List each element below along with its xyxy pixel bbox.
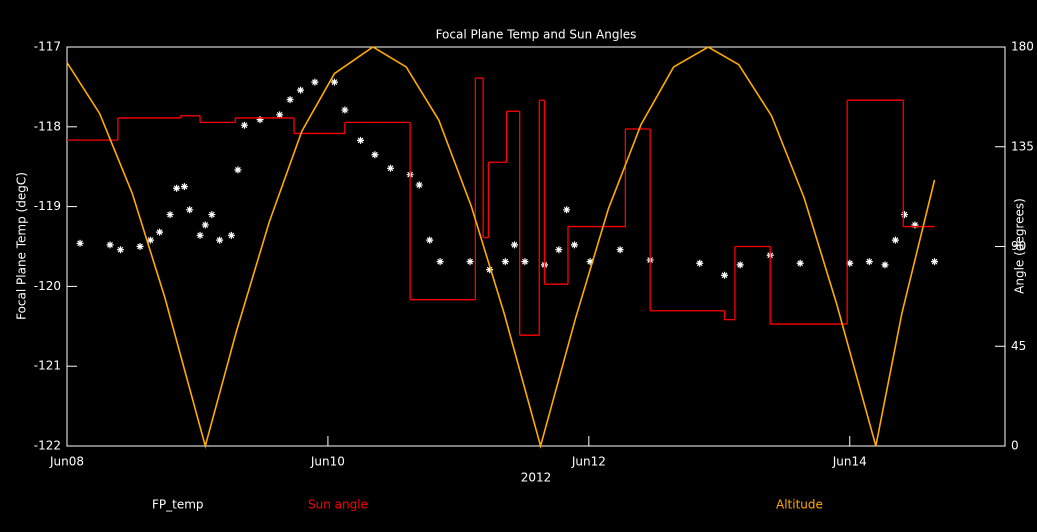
- data-point: [586, 258, 594, 266]
- y2-tick-label: 0: [1011, 439, 1019, 453]
- series-line: [66, 46, 936, 450]
- y-tick-label: -122: [34, 439, 61, 453]
- x-tick-label: Jun12: [571, 455, 606, 469]
- data-point: [234, 166, 242, 174]
- data-point: [510, 241, 518, 249]
- y2-tick-label: 90: [1011, 239, 1026, 253]
- legend-label: Altitude: [776, 498, 823, 512]
- data-point: [436, 258, 444, 266]
- data-point: [330, 78, 338, 86]
- data-point: [881, 261, 889, 269]
- data-point: [911, 221, 919, 229]
- data-point: [240, 121, 248, 129]
- data-point: [371, 151, 379, 159]
- x-tick-label: Jun14: [832, 455, 867, 469]
- x-axis-label: 2012: [521, 471, 552, 485]
- data-point: [166, 211, 174, 219]
- data-point: [297, 86, 305, 94]
- data-point: [256, 116, 264, 124]
- chart-title: Focal Plane Temp and Sun Angles: [436, 28, 637, 42]
- data-point: [201, 221, 209, 229]
- x-tick-label: Jun08: [49, 455, 84, 469]
- y2-tick-label: 135: [1011, 139, 1034, 153]
- data-point: [570, 241, 578, 249]
- y-tick-label: -118: [34, 119, 61, 133]
- data-point: [563, 206, 571, 214]
- data-point: [931, 258, 939, 266]
- data-point: [106, 241, 114, 249]
- y-tick-label: -119: [34, 199, 61, 213]
- data-point: [721, 271, 729, 279]
- y2-axis-label: Angle (degrees): [1013, 198, 1027, 294]
- data-point: [486, 266, 494, 274]
- data-point: [696, 259, 704, 267]
- data-point: [736, 261, 744, 269]
- data-point: [891, 236, 899, 244]
- data-point: [286, 96, 294, 104]
- legend-label: FP_temp: [152, 498, 204, 512]
- x-tick-label: Jun10: [310, 455, 345, 469]
- data-point: [180, 183, 188, 191]
- data-point: [76, 239, 84, 247]
- data-point: [796, 259, 804, 267]
- data-point: [341, 106, 349, 114]
- data-point: [901, 211, 909, 219]
- data-point: [276, 111, 284, 119]
- data-point: [387, 164, 395, 172]
- data-point: [357, 136, 365, 144]
- y-tick-label: -121: [34, 359, 61, 373]
- data-point: [466, 258, 474, 266]
- data-point: [208, 211, 216, 219]
- y-axis-label: Focal Plane Temp (degC): [15, 172, 29, 320]
- data-point: [173, 184, 181, 192]
- data-point: [227, 231, 235, 239]
- legend-label: Sun angle: [308, 498, 368, 512]
- y2-tick-label: 180: [1011, 40, 1034, 54]
- data-point: [146, 236, 154, 244]
- data-point: [521, 258, 529, 266]
- data-point: [136, 243, 144, 250]
- data-point: [846, 259, 854, 267]
- data-point: [865, 258, 873, 266]
- y2-tick-label: 45: [1011, 339, 1026, 353]
- data-point: [415, 181, 423, 189]
- data-point: [426, 236, 434, 244]
- data-point: [186, 206, 194, 214]
- data-point: [616, 246, 624, 254]
- data-point: [216, 236, 224, 244]
- y-tick-label: -117: [34, 40, 61, 54]
- data-point: [156, 228, 164, 236]
- data-point: [501, 258, 509, 266]
- data-point: [116, 246, 124, 254]
- data-point: [196, 231, 204, 239]
- data-point: [311, 78, 319, 86]
- data-point: [555, 246, 563, 254]
- y-tick-label: -120: [34, 279, 61, 293]
